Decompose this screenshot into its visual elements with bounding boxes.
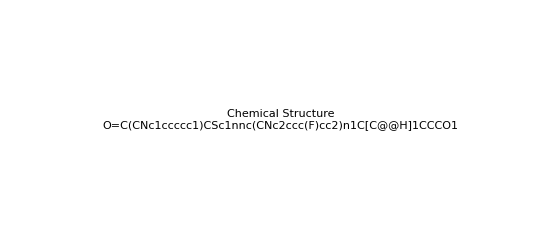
Text: Chemical Structure
O=C(CNc1ccccc1)CSc1nnc(CNc2ccc(F)cc2)n1C[C@@H]1CCCO1: Chemical Structure O=C(CNc1ccccc1)CSc1nn… [102,109,458,131]
